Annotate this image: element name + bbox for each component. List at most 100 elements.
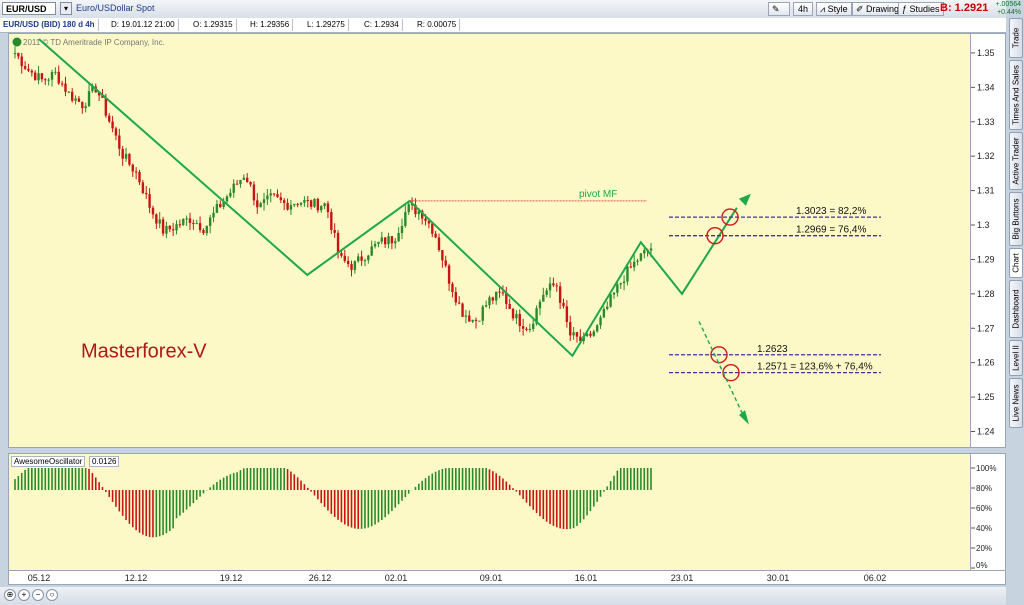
candle-body (390, 236, 394, 244)
candle-body (145, 193, 148, 195)
candle-body (394, 241, 397, 244)
candle-body (562, 302, 565, 307)
candle-body (437, 237, 441, 251)
tab-times-and-sales[interactable]: Times And Sales (1009, 60, 1023, 130)
candle-body (124, 153, 128, 159)
candle-body (235, 183, 239, 185)
tab-active-trader-label: Active Trader (1011, 137, 1021, 185)
interval-button[interactable]: 4h (793, 2, 813, 16)
time-tick-label: 23.01 (671, 573, 694, 583)
candle-body (498, 291, 501, 293)
candle-body (118, 135, 121, 149)
change-percent: +0.44% (997, 9, 1021, 16)
candle-body (158, 219, 161, 224)
candle-body (212, 212, 215, 218)
candle-body (417, 210, 421, 215)
candle-body (249, 182, 252, 185)
symbol-input[interactable]: EUR/USD (2, 2, 56, 15)
candle-body (370, 246, 373, 256)
time-axis[interactable]: 05.12 12.12 19.12 26.12 02.01 09.01 16.01 23.01… (8, 571, 1006, 585)
time-tick-label: 09.01 (480, 573, 503, 583)
candle-body (23, 66, 27, 69)
tab-trade[interactable]: Trade (1009, 18, 1023, 58)
candle-body (148, 194, 151, 208)
zoom-out-icon[interactable]: − (32, 589, 44, 601)
tab-live-news[interactable]: Live News (1009, 378, 1023, 428)
chart-title: EUR/USD (BID) 180 d 4h (0, 19, 99, 31)
candle-body (511, 308, 515, 319)
oscillator-value: 0.0126 (89, 456, 120, 467)
candle-body (114, 128, 118, 136)
candle-body (71, 91, 74, 101)
candle-body (151, 207, 155, 215)
candle-body (229, 192, 232, 197)
candle-body (108, 115, 111, 122)
candle-body (629, 266, 633, 268)
price-chart-svg: 2011 © TD Ameritrade IP Company, Inc. pi… (12, 37, 881, 425)
candle-body (309, 200, 313, 207)
candle-body (346, 260, 350, 265)
candle-body (330, 212, 333, 230)
candle-body (474, 319, 478, 321)
candle-body (532, 323, 535, 329)
candle-body (320, 206, 323, 211)
tab-big-buttons[interactable]: Big Buttons (1009, 192, 1023, 246)
candle-body (286, 202, 289, 210)
candle-body (525, 328, 528, 330)
candle-body (444, 260, 447, 266)
candle-body (215, 203, 219, 213)
candle-body (518, 313, 521, 327)
candle-body (276, 194, 279, 198)
price-info-bar: EUR/USD (BID) 180 d 4h D: 19.01.12 21:00… (0, 18, 1006, 33)
candle-body (245, 177, 249, 183)
candle-body (649, 248, 653, 251)
tab-chart[interactable]: Chart (1009, 248, 1023, 278)
style-button[interactable]: ⩘ Style (816, 2, 852, 16)
oscillator-panel[interactable]: AwesomeOscillator 0.0126 (8, 453, 971, 571)
candle-body (165, 225, 168, 234)
oscillator-tick-label: 0% (976, 561, 988, 570)
candle-body (60, 83, 64, 85)
symbol-dropdown-button[interactable]: ▾ (60, 2, 72, 15)
price-chart-panel[interactable]: 2011 © TD Ameritrade IP Company, Inc. pi… (8, 33, 971, 448)
candle-body (585, 333, 589, 337)
candle-body (44, 79, 47, 81)
candle-body (447, 265, 451, 284)
candle-body (397, 233, 400, 242)
zoom-in-icon[interactable]: + (18, 589, 30, 601)
tab-level-ii[interactable]: Level II (1009, 340, 1023, 376)
candle-body (27, 68, 30, 71)
tab-active-trader[interactable]: Active Trader (1009, 132, 1023, 190)
candle-body (632, 261, 636, 268)
studies-button[interactable]: ƒ Studies (898, 2, 944, 16)
candle-body (299, 202, 303, 205)
price-tick-label: 1.31 (977, 186, 995, 196)
candle-body (323, 203, 326, 207)
candle-body (471, 319, 474, 322)
candle-body (306, 200, 309, 202)
symbol-description: Euro/USDollar Spot (76, 3, 155, 13)
candle-body (599, 317, 602, 326)
price-tick-label: 1.24 (977, 427, 995, 437)
drawing-tools-button[interactable]: ✎ (768, 2, 790, 16)
candle-body (484, 305, 488, 307)
tab-dashboard[interactable]: Dashboard (1009, 280, 1023, 338)
candle-body (508, 304, 511, 309)
candle-body (303, 200, 306, 203)
candle-body (636, 260, 639, 262)
candle-body (37, 73, 40, 81)
projection-arrow-line (698, 321, 747, 422)
price-tick-label: 1.35 (977, 48, 995, 58)
candle-body (266, 195, 269, 200)
candle-body (74, 98, 77, 101)
price-tick-label: 1.32 (977, 151, 995, 161)
drawings-label: Drawings (866, 4, 904, 14)
oscillator-name[interactable]: AwesomeOscillator (11, 456, 86, 467)
zoom-fit-icon[interactable]: ⊕ (4, 589, 16, 601)
oscillator-tick-label: 100% (976, 464, 996, 473)
price-tick-label: 1.28 (977, 289, 995, 299)
price-axis[interactable]: 1.35 1.34 1.33 1.32 1.31 1.3 1.29 1.28 1.27 1.26 1… (971, 33, 1006, 448)
fib-level-label: 1.2969 = 76,4% (796, 225, 866, 236)
zoom-reset-icon[interactable]: ○ (46, 589, 58, 601)
candle-body (259, 203, 262, 208)
